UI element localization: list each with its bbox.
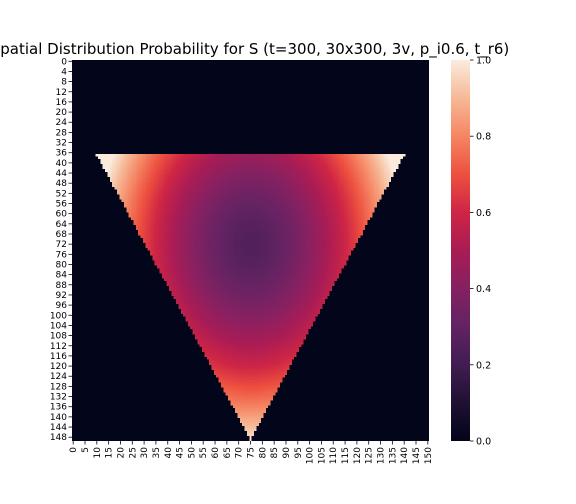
y-tick-label: 36 <box>56 149 68 159</box>
colorbar-tick-label: 0.0 <box>476 437 491 448</box>
x-tick-label: 50 <box>187 447 197 459</box>
x-tick-label: 130 <box>377 447 387 464</box>
y-tick-label: 12 <box>56 88 67 98</box>
y-tick-label: 96 <box>56 301 68 311</box>
y-tick-label: 60 <box>56 210 68 220</box>
y-axis: 0481216202428323640444852566064687276808… <box>50 57 72 443</box>
x-axis: 0 5 10 15 20 25 30 35 40 45 50 55 60 65 70 75 80 85 90 95 10… <box>69 441 434 464</box>
y-tick-label: 104 <box>50 321 67 331</box>
colorbar-tick-label: 1.0 <box>476 56 491 67</box>
x-tick-label: 20 <box>116 447 126 459</box>
y-tick-label: 116 <box>50 352 67 362</box>
heatmap-cells <box>72 60 429 441</box>
colorbar <box>451 60 470 441</box>
x-tick-label: 45 <box>176 447 186 458</box>
x-tick-label: 65 <box>223 447 233 458</box>
y-tick-label: 84 <box>56 271 68 281</box>
y-tick-label: 8 <box>61 78 67 88</box>
x-tick-label: 85 <box>270 447 280 458</box>
y-tick-label: 120 <box>50 362 67 372</box>
y-tick-label: 80 <box>56 260 68 270</box>
y-tick-label: 148 <box>50 433 67 443</box>
colorbar-tick-label: 0.6 <box>476 208 491 219</box>
y-tick-label: 132 <box>50 393 67 403</box>
y-tick-label: 124 <box>50 372 67 382</box>
x-tick-label: 80 <box>258 447 268 459</box>
x-tick-label: 55 <box>199 447 209 458</box>
y-tick-label: 88 <box>56 281 68 291</box>
x-tick-label: 5 <box>81 447 91 453</box>
x-tick-label: 10 <box>93 447 103 459</box>
colorbar-tick-label: 0.2 <box>476 360 491 371</box>
x-tick-label: 90 <box>282 447 292 459</box>
x-tick-label: 0 <box>69 447 79 453</box>
y-tick-label: 112 <box>50 342 67 352</box>
y-tick-label: 44 <box>56 169 68 179</box>
x-tick-label: 120 <box>353 447 363 464</box>
y-tick-label: 144 <box>50 423 67 433</box>
x-tick-label: 15 <box>105 447 115 458</box>
chart-title: Spatial Distribution Probability for S (… <box>0 40 509 59</box>
y-tick-label: 52 <box>56 189 67 199</box>
y-tick-label: 48 <box>56 179 68 189</box>
y-tick-label: 128 <box>50 382 67 392</box>
x-tick-label: 95 <box>294 447 304 458</box>
x-tick-label: 140 <box>400 447 410 464</box>
y-tick-label: 68 <box>56 230 68 240</box>
x-tick-label: 135 <box>388 447 398 464</box>
x-tick-label: 25 <box>128 447 138 458</box>
x-tick-label: 100 <box>306 447 316 464</box>
x-tick-label: 40 <box>164 447 174 459</box>
x-tick-label: 105 <box>317 447 327 464</box>
y-tick-label: 100 <box>50 311 67 321</box>
y-tick-label: 140 <box>50 413 67 423</box>
x-tick-label: 150 <box>424 447 434 464</box>
x-tick-label: 75 <box>247 447 257 458</box>
colorbar-axis: 0.0 0.2 0.4 0.6 0.8 1.0 <box>470 56 491 448</box>
x-tick-label: 35 <box>152 447 162 458</box>
y-tick-label: 72 <box>56 240 67 250</box>
x-tick-label: 145 <box>412 447 422 464</box>
x-tick-label: 110 <box>329 447 339 464</box>
x-tick-label: 30 <box>140 447 150 459</box>
y-tick-label: 40 <box>56 159 68 169</box>
y-tick-label: 76 <box>56 250 68 260</box>
y-tick-label: 4 <box>61 67 67 77</box>
y-tick-label: 28 <box>56 128 68 138</box>
y-tick-label: 108 <box>50 332 67 342</box>
y-tick-label: 32 <box>56 139 67 149</box>
colorbar-gradient <box>451 60 470 441</box>
x-tick-label: 115 <box>341 447 351 464</box>
heatmap-area <box>72 60 429 441</box>
y-tick-label: 136 <box>50 403 67 413</box>
x-tick-label: 125 <box>365 447 375 464</box>
y-tick-label: 92 <box>56 291 67 301</box>
y-tick-label: 64 <box>56 220 68 230</box>
y-tick-label: 20 <box>56 108 68 118</box>
y-tick-label: 24 <box>56 118 68 128</box>
y-tick-label: 16 <box>56 98 68 108</box>
y-tick-label: 0 <box>61 57 67 67</box>
colorbar-tick-label: 0.8 <box>476 132 491 143</box>
y-tick-label: 56 <box>56 200 68 210</box>
x-tick-label: 70 <box>235 447 245 459</box>
colorbar-tick-label: 0.4 <box>476 284 491 295</box>
x-tick-label: 60 <box>211 447 221 459</box>
